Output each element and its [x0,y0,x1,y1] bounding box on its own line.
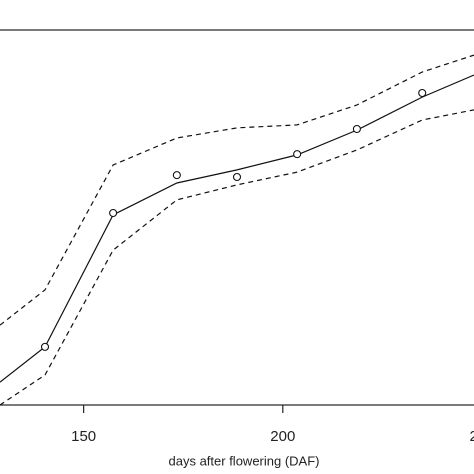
x-axis-label: days after flowering (DAF) [169,453,320,468]
band-line [0,54,474,326]
plot-frame [0,29,474,406]
x-tick-label: 200 [270,428,295,445]
data-point [232,172,242,182]
data-point [418,88,427,98]
data-point [293,150,302,159]
fit-line [0,74,474,383]
data-point [172,171,181,180]
data-point [352,124,361,134]
x-tick-label: 150 [71,428,96,445]
data-point [109,208,118,218]
band-line [0,109,474,406]
x-tick-label: 250 [469,428,474,445]
data-point [40,342,50,351]
